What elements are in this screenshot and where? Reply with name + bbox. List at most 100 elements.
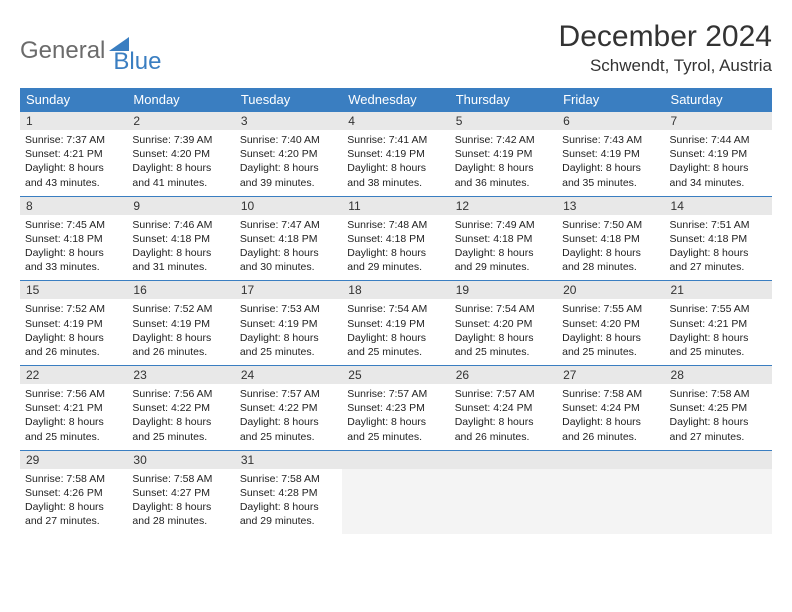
calendar-day-cell: 14Sunrise: 7:51 AMSunset: 4:18 PMDayligh…: [665, 196, 772, 281]
calendar-day-cell: 3Sunrise: 7:40 AMSunset: 4:20 PMDaylight…: [235, 112, 342, 197]
sunset-line: Sunset: 4:25 PM: [670, 401, 767, 415]
day-number-empty: [665, 451, 772, 469]
day-number: 22: [20, 366, 127, 384]
day-body: Sunrise: 7:51 AMSunset: 4:18 PMDaylight:…: [665, 215, 772, 281]
sunset-line: Sunset: 4:20 PM: [132, 147, 229, 161]
sunrise-line: Sunrise: 7:45 AM: [25, 218, 122, 232]
calendar-day-cell: 16Sunrise: 7:52 AMSunset: 4:19 PMDayligh…: [127, 281, 234, 366]
day-body: Sunrise: 7:58 AMSunset: 4:25 PMDaylight:…: [665, 384, 772, 450]
sunrise-line: Sunrise: 7:52 AM: [132, 302, 229, 316]
daylight-line: Daylight: 8 hours and 26 minutes.: [25, 331, 122, 359]
daylight-line: Daylight: 8 hours and 25 minutes.: [562, 331, 659, 359]
day-number: 19: [450, 281, 557, 299]
sunrise-line: Sunrise: 7:58 AM: [670, 387, 767, 401]
daylight-line: Daylight: 8 hours and 36 minutes.: [455, 161, 552, 189]
sunrise-line: Sunrise: 7:55 AM: [670, 302, 767, 316]
calendar-day-cell: [557, 450, 664, 534]
daylight-line: Daylight: 8 hours and 39 minutes.: [240, 161, 337, 189]
page-title: December 2024: [559, 20, 772, 54]
daylight-line: Daylight: 8 hours and 35 minutes.: [562, 161, 659, 189]
logo-text-blue: Blue: [113, 48, 161, 76]
calendar-week-row: 22Sunrise: 7:56 AMSunset: 4:21 PMDayligh…: [20, 366, 772, 451]
sunrise-line: Sunrise: 7:39 AM: [132, 133, 229, 147]
sunrise-line: Sunrise: 7:58 AM: [562, 387, 659, 401]
calendar-week-row: 8Sunrise: 7:45 AMSunset: 4:18 PMDaylight…: [20, 196, 772, 281]
daylight-line: Daylight: 8 hours and 27 minutes.: [670, 246, 767, 274]
sunset-line: Sunset: 4:18 PM: [25, 232, 122, 246]
sunrise-line: Sunrise: 7:56 AM: [132, 387, 229, 401]
col-friday: Friday: [557, 88, 664, 112]
day-number: 23: [127, 366, 234, 384]
day-body: Sunrise: 7:52 AMSunset: 4:19 PMDaylight:…: [127, 299, 234, 365]
calendar-day-cell: 4Sunrise: 7:41 AMSunset: 4:19 PMDaylight…: [342, 112, 449, 197]
day-number: 31: [235, 451, 342, 469]
weekday-header-row: Sunday Monday Tuesday Wednesday Thursday…: [20, 88, 772, 112]
calendar-day-cell: 9Sunrise: 7:46 AMSunset: 4:18 PMDaylight…: [127, 196, 234, 281]
day-body: Sunrise: 7:58 AMSunset: 4:27 PMDaylight:…: [127, 469, 234, 535]
day-number: 30: [127, 451, 234, 469]
sunset-line: Sunset: 4:18 PM: [670, 232, 767, 246]
day-number: 18: [342, 281, 449, 299]
daylight-line: Daylight: 8 hours and 29 minutes.: [240, 500, 337, 528]
day-number: 29: [20, 451, 127, 469]
daylight-line: Daylight: 8 hours and 26 minutes.: [132, 331, 229, 359]
daylight-line: Daylight: 8 hours and 38 minutes.: [347, 161, 444, 189]
sunrise-line: Sunrise: 7:49 AM: [455, 218, 552, 232]
sunrise-line: Sunrise: 7:54 AM: [455, 302, 552, 316]
daylight-line: Daylight: 8 hours and 25 minutes.: [347, 415, 444, 443]
day-number: 15: [20, 281, 127, 299]
calendar-day-cell: 30Sunrise: 7:58 AMSunset: 4:27 PMDayligh…: [127, 450, 234, 534]
calendar-day-cell: 8Sunrise: 7:45 AMSunset: 4:18 PMDaylight…: [20, 196, 127, 281]
calendar-day-cell: 18Sunrise: 7:54 AMSunset: 4:19 PMDayligh…: [342, 281, 449, 366]
daylight-line: Daylight: 8 hours and 26 minutes.: [455, 415, 552, 443]
sunset-line: Sunset: 4:20 PM: [455, 317, 552, 331]
calendar-day-cell: 19Sunrise: 7:54 AMSunset: 4:20 PMDayligh…: [450, 281, 557, 366]
day-number: 4: [342, 112, 449, 130]
day-body: Sunrise: 7:54 AMSunset: 4:19 PMDaylight:…: [342, 299, 449, 365]
logo-text-general: General: [20, 37, 105, 65]
day-body: Sunrise: 7:58 AMSunset: 4:24 PMDaylight:…: [557, 384, 664, 450]
day-number: 6: [557, 112, 664, 130]
day-body: Sunrise: 7:48 AMSunset: 4:18 PMDaylight:…: [342, 215, 449, 281]
day-body: Sunrise: 7:57 AMSunset: 4:23 PMDaylight:…: [342, 384, 449, 450]
day-body: Sunrise: 7:52 AMSunset: 4:19 PMDaylight:…: [20, 299, 127, 365]
daylight-line: Daylight: 8 hours and 30 minutes.: [240, 246, 337, 274]
sunrise-line: Sunrise: 7:58 AM: [25, 472, 122, 486]
daylight-line: Daylight: 8 hours and 31 minutes.: [132, 246, 229, 274]
sunset-line: Sunset: 4:18 PM: [240, 232, 337, 246]
day-body: Sunrise: 7:37 AMSunset: 4:21 PMDaylight:…: [20, 130, 127, 196]
calendar-day-cell: 20Sunrise: 7:55 AMSunset: 4:20 PMDayligh…: [557, 281, 664, 366]
daylight-line: Daylight: 8 hours and 25 minutes.: [240, 415, 337, 443]
day-body: Sunrise: 7:55 AMSunset: 4:20 PMDaylight:…: [557, 299, 664, 365]
day-body: Sunrise: 7:43 AMSunset: 4:19 PMDaylight:…: [557, 130, 664, 196]
sunset-line: Sunset: 4:19 PM: [132, 317, 229, 331]
calendar-day-cell: 22Sunrise: 7:56 AMSunset: 4:21 PMDayligh…: [20, 366, 127, 451]
sunset-line: Sunset: 4:19 PM: [240, 317, 337, 331]
calendar-day-cell: 29Sunrise: 7:58 AMSunset: 4:26 PMDayligh…: [20, 450, 127, 534]
daylight-line: Daylight: 8 hours and 28 minutes.: [562, 246, 659, 274]
day-body: Sunrise: 7:54 AMSunset: 4:20 PMDaylight:…: [450, 299, 557, 365]
daylight-line: Daylight: 8 hours and 25 minutes.: [455, 331, 552, 359]
sunrise-line: Sunrise: 7:57 AM: [240, 387, 337, 401]
daylight-line: Daylight: 8 hours and 25 minutes.: [25, 415, 122, 443]
sunrise-line: Sunrise: 7:57 AM: [455, 387, 552, 401]
calendar-day-cell: 1Sunrise: 7:37 AMSunset: 4:21 PMDaylight…: [20, 112, 127, 197]
calendar-day-cell: 27Sunrise: 7:58 AMSunset: 4:24 PMDayligh…: [557, 366, 664, 451]
day-number: 9: [127, 197, 234, 215]
sunrise-line: Sunrise: 7:53 AM: [240, 302, 337, 316]
sunrise-line: Sunrise: 7:58 AM: [132, 472, 229, 486]
day-number: 1: [20, 112, 127, 130]
day-body: Sunrise: 7:56 AMSunset: 4:22 PMDaylight:…: [127, 384, 234, 450]
sunset-line: Sunset: 4:23 PM: [347, 401, 444, 415]
col-sunday: Sunday: [20, 88, 127, 112]
calendar-week-row: 15Sunrise: 7:52 AMSunset: 4:19 PMDayligh…: [20, 281, 772, 366]
sunset-line: Sunset: 4:21 PM: [670, 317, 767, 331]
day-body: Sunrise: 7:50 AMSunset: 4:18 PMDaylight:…: [557, 215, 664, 281]
day-body: Sunrise: 7:55 AMSunset: 4:21 PMDaylight:…: [665, 299, 772, 365]
day-body: Sunrise: 7:40 AMSunset: 4:20 PMDaylight:…: [235, 130, 342, 196]
daylight-line: Daylight: 8 hours and 29 minutes.: [347, 246, 444, 274]
daylight-line: Daylight: 8 hours and 25 minutes.: [347, 331, 444, 359]
sunset-line: Sunset: 4:18 PM: [562, 232, 659, 246]
calendar-day-cell: [342, 450, 449, 534]
day-number: 11: [342, 197, 449, 215]
